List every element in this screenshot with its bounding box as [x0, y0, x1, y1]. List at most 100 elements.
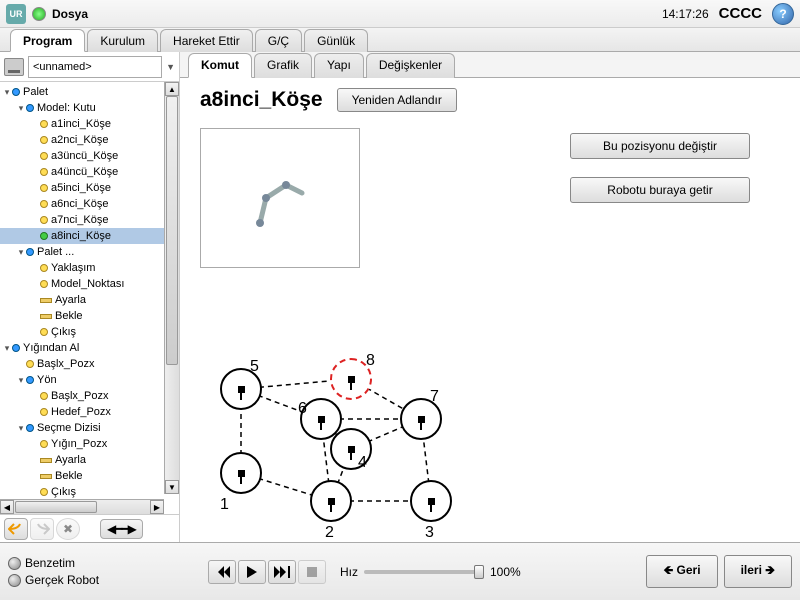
tree-label: a5inci_Köşe	[51, 182, 111, 194]
main-tabs: ProgramKurulumHareket EttirG/ÇGünlük	[0, 28, 800, 52]
main-tab-program[interactable]: Program	[10, 29, 85, 52]
tree-node[interactable]: ▾Seçme Dizisi	[0, 420, 179, 436]
scroll-up-icon[interactable]: ▲	[165, 82, 179, 96]
tree-node[interactable]: a7nci_Köşe	[0, 212, 179, 228]
tree-label: Bekle	[55, 470, 83, 482]
bottom-bar: Benzetim Gerçek Robot Hız 100% 🡸 Geri il…	[0, 542, 800, 600]
waypoint-icon	[40, 200, 48, 208]
tree-node[interactable]: Bekle	[0, 308, 179, 324]
tree-node[interactable]: a8inci_Köşe	[0, 228, 179, 244]
diagram-label: 7	[430, 388, 439, 406]
tree-label: a1inci_Köşe	[51, 118, 111, 130]
stop-button[interactable]	[298, 560, 326, 584]
waypoint-icon	[26, 360, 34, 368]
diagram-label: 1	[220, 496, 229, 514]
diagram-label: 3	[425, 524, 434, 542]
sub-tab-komut[interactable]: Komut	[188, 53, 252, 78]
waypoint-icon	[40, 408, 48, 416]
main-tab-günlük[interactable]: Günlük	[304, 29, 368, 52]
scroll-left-icon[interactable]: ◀	[0, 500, 14, 514]
tree-node[interactable]: a5inci_Köşe	[0, 180, 179, 196]
stop-nav-button[interactable]: ✖	[56, 518, 80, 540]
move-node-buttons[interactable]: ◀━━▶	[100, 519, 143, 539]
tree-node[interactable]: ▾Palet	[0, 84, 179, 100]
tree-nav: ✖ ◀━━▶	[0, 514, 179, 542]
main-tab-kurulum[interactable]: Kurulum	[87, 29, 158, 52]
waypoint-title: a8inci_Köşe	[200, 88, 323, 112]
tree-node[interactable]: Bekle	[0, 468, 179, 484]
tree-node[interactable]: ▾Yön	[0, 372, 179, 388]
tree-node[interactable]: Model_Noktası	[0, 276, 179, 292]
play-button[interactable]	[238, 560, 266, 584]
next-button[interactable]: ileri 🡺	[724, 555, 792, 588]
file-menu-label[interactable]: Dosya	[52, 7, 662, 21]
tree-node[interactable]: a3üncü_Köşe	[0, 148, 179, 164]
diagram-node-1	[220, 452, 262, 494]
tree-node[interactable]: Başlx_Pozx	[0, 388, 179, 404]
tree-node[interactable]: ▾Yığından Al	[0, 340, 179, 356]
tree-node[interactable]: Ayarla	[0, 452, 179, 468]
file-bar: <unnamed> ▼	[0, 52, 179, 82]
tree-label: Yığından Al	[23, 342, 79, 354]
tree-node[interactable]: Ayarla	[0, 292, 179, 308]
tree-vscroll[interactable]: ▲ ▼	[164, 82, 179, 494]
scroll-down-icon[interactable]: ▼	[165, 480, 179, 494]
diagram-node-2	[310, 480, 352, 522]
scroll-thumb[interactable]	[166, 96, 178, 365]
tree-node[interactable]: Çıkış	[0, 324, 179, 340]
speed-slider[interactable]	[364, 570, 484, 574]
waypoint-icon	[40, 440, 48, 448]
waypoint-icon	[40, 328, 48, 336]
tree-hscroll[interactable]: ◀ ▶	[0, 499, 164, 514]
tree-node[interactable]: a6nci_Köşe	[0, 196, 179, 212]
scroll-right-icon[interactable]: ▶	[150, 500, 164, 514]
tree-label: Palet	[23, 86, 48, 98]
step-back-button[interactable]	[208, 560, 236, 584]
main-tab-hareket ettir[interactable]: Hareket Ettir	[160, 29, 253, 52]
diagram-node-3	[410, 480, 452, 522]
tree-node[interactable]: a2nci_Köşe	[0, 132, 179, 148]
power-icon[interactable]	[32, 7, 46, 21]
tree-node[interactable]: a1inci_Köşe	[0, 116, 179, 132]
rename-button[interactable]: Yeniden Adlandır	[337, 88, 457, 112]
help-icon[interactable]: ?	[772, 3, 794, 25]
tree-node[interactable]: Hedef_Pozx	[0, 404, 179, 420]
sub-tab-değişkenler[interactable]: Değişkenler	[366, 53, 455, 78]
waypoint-icon	[40, 280, 48, 288]
waypoint-icon	[40, 136, 48, 144]
safety-indicator: CCCC	[719, 5, 762, 22]
tree-label: Bekle	[55, 310, 83, 322]
tree-node[interactable]: a4üncü_Köşe	[0, 164, 179, 180]
speed-thumb[interactable]	[474, 565, 484, 579]
change-position-button[interactable]: Bu pozisyonu değiştir	[570, 133, 750, 159]
right-panel: KomutGrafikYapıDeğişkenler a8inci_Köşe Y…	[180, 52, 800, 542]
real-status-icon	[8, 574, 21, 587]
hscroll-thumb[interactable]	[15, 501, 97, 513]
tree-label: Başlx_Pozx	[51, 390, 108, 402]
back-button[interactable]: 🡸 Geri	[646, 555, 717, 588]
filename-input[interactable]: <unnamed>	[28, 56, 162, 78]
save-icon[interactable]	[4, 58, 24, 76]
dropdown-icon[interactable]: ▼	[166, 62, 175, 72]
tree-label: Ayarla	[55, 294, 86, 306]
sub-tab-yapı[interactable]: Yapı	[314, 53, 364, 78]
step-fwd-button[interactable]	[268, 560, 296, 584]
sub-tab-grafik[interactable]: Grafik	[254, 53, 312, 78]
tree-node[interactable]: ▾Model: Kutu	[0, 100, 179, 116]
main-tab-g/ç[interactable]: G/Ç	[255, 29, 302, 52]
redo-button[interactable]	[30, 518, 54, 540]
tree-node[interactable]: ▾Palet ...	[0, 244, 179, 260]
tree-label: Ayarla	[55, 454, 86, 466]
tree-node[interactable]: Çıkış	[0, 484, 179, 500]
waypoint-icon	[40, 488, 48, 496]
move-robot-here-button[interactable]: Robotu buraya getir	[570, 177, 750, 203]
tree-label: Yaklaşım	[51, 262, 95, 274]
tree-node[interactable]: Yığın_Pozx	[0, 436, 179, 452]
tree-node[interactable]: Yaklaşım	[0, 260, 179, 276]
left-panel: <unnamed> ▼ ▾Palet▾Model: Kutu a1inci_Köş…	[0, 52, 180, 542]
undo-button[interactable]	[4, 518, 28, 540]
tree-label: a2nci_Köşe	[51, 134, 109, 146]
tree-label: Hedef_Pozx	[51, 406, 111, 418]
realrobot-label: Gerçek Robot	[25, 573, 99, 587]
tree-node[interactable]: Başlx_Pozx	[0, 356, 179, 372]
